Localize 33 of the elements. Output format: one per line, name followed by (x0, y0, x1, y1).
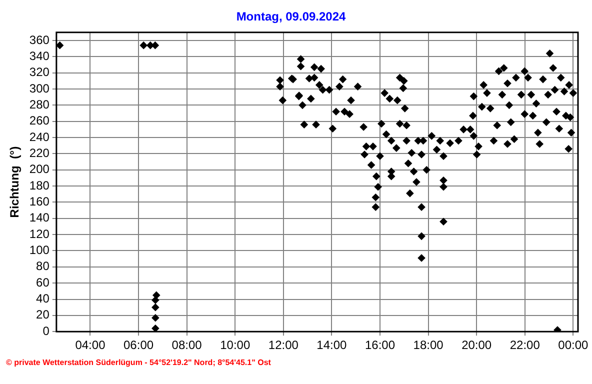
y-tick-label: 300 (29, 81, 50, 96)
y-tick-label: 340 (29, 48, 50, 63)
y-tick-label: 0 (42, 324, 50, 338)
y-tick-label: 140 (29, 210, 50, 225)
chart-title: Montag, 09.09.2024 (236, 10, 346, 24)
y-tick-label: 360 (29, 32, 50, 47)
x-tick-label: 00:00 (558, 338, 589, 352)
y-tick-label: 240 (29, 130, 50, 144)
text: © private Wetterstation Süderlügum - 54°52'19.2" Nord; 8°54'45.1" Ost (6, 358, 271, 367)
x-tick-label: 06:00 (124, 338, 154, 352)
y-tick-label: 200 (29, 162, 50, 176)
y-tick-label: 60 (36, 275, 50, 290)
y-tick-label: 280 (29, 97, 50, 112)
x-tick-label: 04:00 (75, 338, 106, 352)
x-tick-label: 16:00 (364, 338, 396, 352)
x-tick-label: 12:00 (268, 338, 299, 352)
x-tick-label: 08:00 (172, 338, 202, 352)
y-tick-label: 260 (29, 114, 50, 128)
x-tick-label: 10:00 (220, 338, 250, 352)
x-tick-label: 14:00 (316, 338, 348, 352)
y-tick-label: 180 (29, 178, 50, 192)
x-tick-label: 20:00 (462, 338, 492, 352)
x-tick-label: 18:00 (413, 338, 444, 352)
y-tick-label: 40 (36, 292, 50, 306)
y-tick-label: 80 (36, 259, 50, 274)
x-tick-label: 22:00 (510, 338, 540, 352)
y-axis-title: Richtung (°) (8, 146, 22, 218)
y-tick-label: 120 (29, 226, 50, 241)
y-tick-label: 160 (29, 194, 50, 209)
y-tick-label: 20 (36, 308, 50, 322)
y-tick-label: 320 (29, 65, 50, 80)
y-tick-label: 220 (29, 146, 50, 160)
y-tick-label: 100 (29, 243, 50, 258)
